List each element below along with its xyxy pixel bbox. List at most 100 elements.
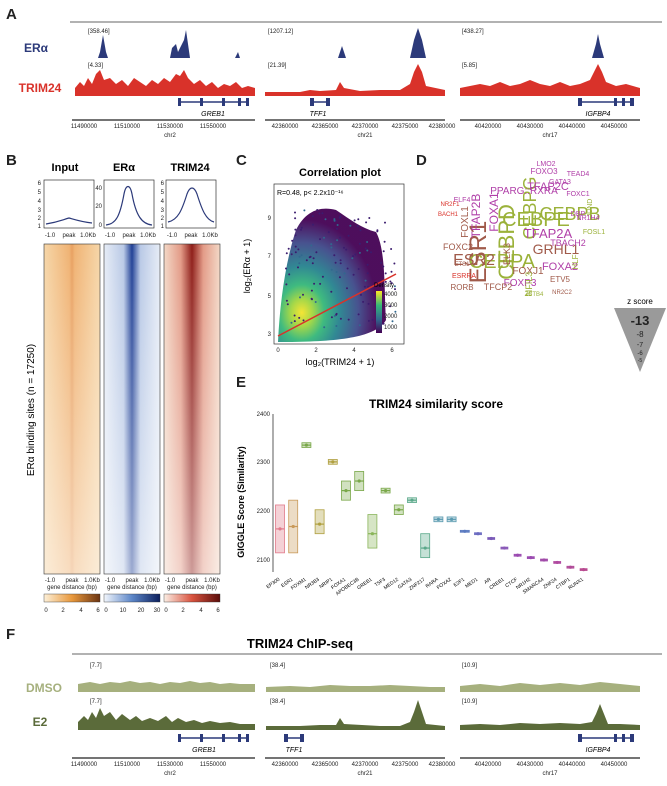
track-label-dmso: DMSO bbox=[26, 681, 62, 695]
scatter-point bbox=[345, 248, 348, 251]
tick-a1-1: 11510000 bbox=[114, 124, 141, 130]
scatter-point bbox=[293, 314, 296, 317]
box-point bbox=[318, 522, 322, 526]
scatter-point bbox=[393, 285, 396, 288]
box-series bbox=[275, 442, 588, 572]
density-legend-bar bbox=[376, 291, 382, 333]
profile-trim-ytick-3: 3 bbox=[161, 208, 165, 214]
scatter-point bbox=[338, 216, 341, 219]
motif-word: FOXC2 bbox=[443, 242, 473, 252]
motif-word: TFAP2B bbox=[469, 194, 483, 239]
box-point bbox=[291, 524, 295, 529]
motif-word: ZBTB4 bbox=[525, 292, 544, 298]
tick-f1-2: 11530000 bbox=[157, 762, 184, 768]
box-point bbox=[304, 443, 308, 447]
chipseq-title: TRIM24 ChIP-seq bbox=[247, 636, 353, 651]
peak-e2-tff1 bbox=[266, 700, 445, 730]
motif-word: ESRRA bbox=[452, 273, 476, 280]
scatter-point bbox=[288, 273, 291, 276]
gene-label-tff1-f: TFF1 bbox=[286, 747, 303, 754]
box-point bbox=[582, 568, 586, 572]
profile-trim24 bbox=[165, 179, 217, 229]
track-label-trim24: TRIM24 bbox=[19, 81, 62, 95]
box-ytick-2300: 2300 bbox=[257, 460, 271, 466]
profile-trim-xtick-left: -1.0 bbox=[167, 233, 178, 239]
panel-label-d: D bbox=[416, 152, 427, 169]
motif-word: LMO2 bbox=[536, 161, 555, 168]
profile-trim-ytick-4: 4 bbox=[161, 199, 165, 205]
scatter-point bbox=[384, 280, 387, 283]
profile-input-ytick-2: 2 bbox=[38, 216, 42, 222]
chr-a3: chr17 bbox=[542, 133, 558, 139]
scatter-point bbox=[347, 234, 350, 237]
scatter-point bbox=[330, 243, 333, 246]
cbar-era-20: 20 bbox=[138, 608, 145, 614]
gene-model-igfbp4-f bbox=[578, 734, 634, 742]
box-point bbox=[436, 517, 440, 521]
profile-era-xtick-right: 1.0Kb bbox=[140, 233, 156, 239]
chr-f1: chr2 bbox=[164, 771, 176, 777]
motif-word: CEBPA bbox=[469, 251, 536, 273]
scatter-point bbox=[394, 288, 396, 291]
scatter-point bbox=[335, 325, 338, 327]
tick-f1-1: 11510000 bbox=[114, 762, 141, 768]
profile-trim-ytick-1: 1 bbox=[161, 224, 165, 230]
motif-word: BACH1 bbox=[438, 212, 459, 218]
motif-word: NR1H4 bbox=[577, 215, 600, 222]
corr-ytick-9: 9 bbox=[268, 216, 272, 222]
boxplot-title: TRIM24 similarity score bbox=[369, 397, 503, 411]
scatter-point bbox=[333, 254, 336, 257]
scale-e2-tff1: [38.4] bbox=[270, 699, 285, 705]
scatter-point bbox=[286, 303, 289, 306]
gene-model-igfbp4 bbox=[578, 98, 634, 106]
box-category-label: NR3B3 bbox=[304, 577, 321, 591]
scatter-point bbox=[330, 290, 333, 293]
scatter-point bbox=[366, 241, 369, 243]
box-point bbox=[410, 498, 414, 502]
scatter-point bbox=[367, 285, 370, 288]
corr-ytick-7: 7 bbox=[268, 254, 272, 260]
scatter-point bbox=[394, 310, 397, 313]
scatter-point bbox=[319, 238, 321, 241]
tick-f2-0: 42360000 bbox=[272, 762, 299, 768]
scatter-point bbox=[389, 305, 392, 308]
scatter-point bbox=[294, 228, 297, 231]
scatter-point bbox=[391, 320, 394, 323]
scatter-point bbox=[382, 265, 385, 268]
scatter-point bbox=[346, 267, 349, 270]
peak-trim24-igfbp4 bbox=[460, 64, 640, 96]
cbar-input-2: 2 bbox=[61, 608, 65, 614]
scatter-point bbox=[316, 209, 319, 211]
peak-era-greb1 bbox=[75, 30, 255, 58]
scatter-point bbox=[285, 252, 288, 255]
scatter-point bbox=[339, 317, 342, 320]
scatter-point bbox=[352, 273, 355, 276]
box-point bbox=[450, 517, 454, 521]
scatter-point bbox=[389, 280, 392, 283]
motif-word: TEAD4 bbox=[567, 171, 590, 178]
scatter-point bbox=[290, 321, 293, 324]
box-category-label: FOXA2 bbox=[436, 577, 453, 591]
scatter-point bbox=[363, 285, 366, 288]
scatter-point bbox=[298, 255, 301, 258]
motif-word: FOXJ1 bbox=[512, 266, 544, 277]
scatter-point bbox=[298, 262, 301, 265]
motif-word-cloud: ESR1 CEBPDCEBPECEBPBCEBPACEBPGESR2GRHL1TF… bbox=[438, 161, 605, 298]
box-point bbox=[568, 565, 572, 569]
scatter-point bbox=[357, 218, 360, 221]
motif-word: TBACH2 bbox=[550, 238, 586, 248]
scatter-point bbox=[343, 272, 346, 275]
motif-word: CEBPG bbox=[520, 176, 540, 239]
scatter-point bbox=[302, 319, 305, 322]
density-legend-title: Density bbox=[374, 283, 394, 289]
cbar-era-30: 30 bbox=[154, 608, 161, 614]
scatter-point bbox=[365, 221, 368, 224]
hm-trim-xtick-peak: peak bbox=[185, 578, 199, 584]
scatter-points bbox=[285, 209, 397, 329]
scale-trim24-tff1: [21.39] bbox=[268, 63, 287, 69]
motif-word: CEBPE bbox=[502, 209, 570, 231]
profile-input-xtick-left: -1.0 bbox=[45, 233, 56, 239]
motif-word: ETS1 bbox=[454, 262, 470, 268]
scatter-point bbox=[294, 234, 297, 237]
motif-word: FOXO3 bbox=[530, 167, 558, 176]
